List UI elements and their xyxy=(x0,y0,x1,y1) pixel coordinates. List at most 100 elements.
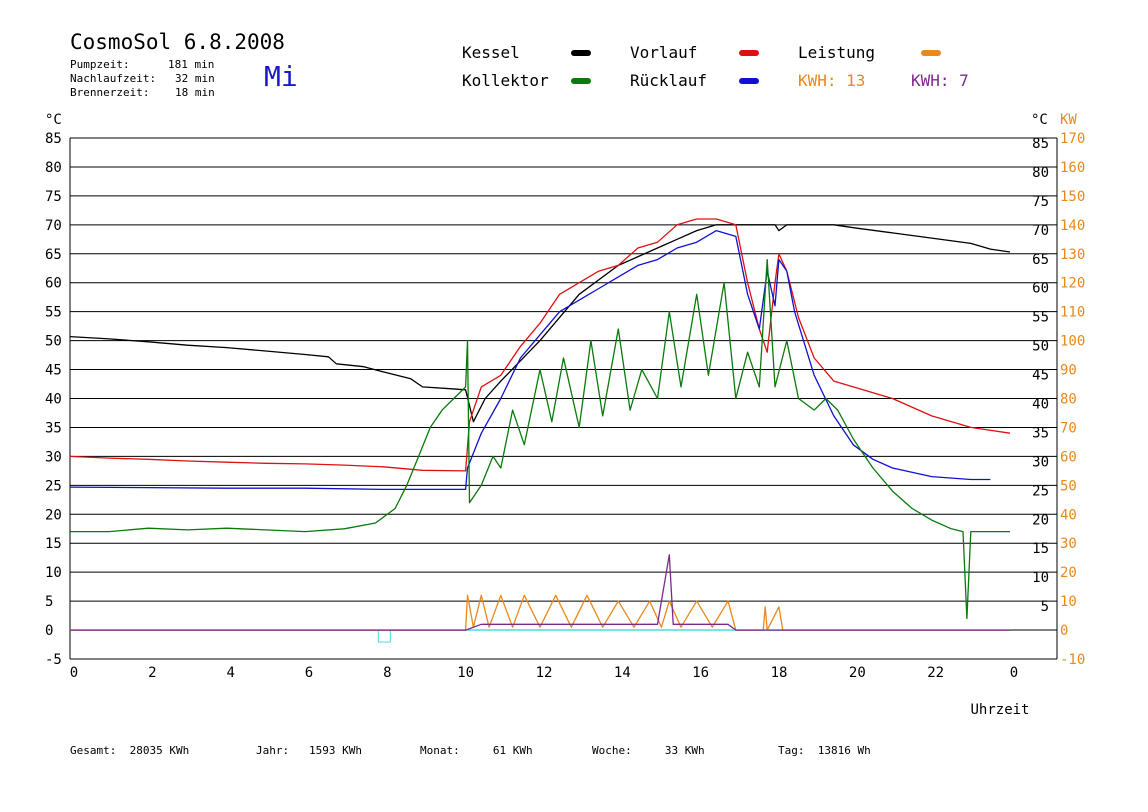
kw-tick-label: 120 xyxy=(1060,276,1085,292)
kw-tick-label: 170 xyxy=(1060,131,1085,147)
kw-unit-label: KW xyxy=(1060,112,1077,128)
kw-tick-label: 10 xyxy=(1060,594,1077,610)
x-tick-label: 0 xyxy=(70,665,78,681)
legend-kollektor-swatch xyxy=(571,78,591,84)
kw-tick-label: 50 xyxy=(1060,478,1077,494)
kw-tick-label: 0 xyxy=(1060,623,1068,639)
kw-tick-label: 140 xyxy=(1060,218,1085,234)
y-right-tick-label: 40 xyxy=(1032,397,1049,413)
kw-tick-label: -10 xyxy=(1060,652,1085,668)
right-unit-label: °C xyxy=(1031,112,1048,128)
series-line-ruecklauf xyxy=(69,229,991,491)
legend-kessel-label: Kessel xyxy=(462,43,520,62)
y-left-tick-label: -5 xyxy=(45,652,62,668)
y-right-tick-label: 85 xyxy=(1032,136,1049,152)
footer-gesamt: Gesamt: 28035 KWh xyxy=(70,744,190,757)
y-right-tick-label: 80 xyxy=(1032,165,1049,181)
kw-tick-label: 60 xyxy=(1060,449,1077,465)
stat-brennerzeit-value: 18 min xyxy=(175,86,215,99)
x-tick-label: 14 xyxy=(614,665,631,681)
series-line-leistung xyxy=(70,594,1010,631)
kw-tick-label: 100 xyxy=(1060,334,1085,350)
kw-tick-label: 110 xyxy=(1060,305,1085,321)
y-left-tick-label: 70 xyxy=(45,218,62,234)
y-left-tick-label: 60 xyxy=(45,276,62,292)
stat-pumpzeit-label: Pumpzeit: xyxy=(70,58,130,71)
y-left-tick-label: 80 xyxy=(45,160,62,176)
x-tick-label: 0 xyxy=(1010,665,1018,681)
y-left-tick-label: 10 xyxy=(45,565,62,581)
legend-ruecklauf-swatch xyxy=(739,78,759,84)
legend-leistung-swatch xyxy=(921,50,941,56)
y-right-tick-label: 20 xyxy=(1032,512,1049,528)
y-left-tick-label: 25 xyxy=(45,478,62,494)
y-right-tick-label: 60 xyxy=(1032,281,1049,297)
legend-kwh1: KWH: 13 xyxy=(798,71,866,90)
y-right-tick-label: 75 xyxy=(1032,194,1049,210)
x-tick-label: 12 xyxy=(536,665,553,681)
series-line-vorlauf xyxy=(69,218,1011,472)
y-left-tick-label: 75 xyxy=(45,189,62,205)
footer-woche: Woche: 33 KWh xyxy=(592,744,705,757)
y-left-tick-label: 40 xyxy=(45,392,62,408)
legend-ruecklauf-label: Rücklauf xyxy=(630,71,708,90)
legend-vorlauf-swatch xyxy=(739,50,759,56)
y-right-tick-label: 25 xyxy=(1032,483,1049,499)
y-left-tick-label: 65 xyxy=(45,247,62,263)
x-tick-label: 4 xyxy=(226,665,234,681)
y-left-tick-label: 20 xyxy=(45,507,62,523)
footer-jahr: Jahr: 1593 KWh xyxy=(256,744,362,757)
legend-kwh2: KWH: 7 xyxy=(911,71,969,90)
kw-tick-label: 160 xyxy=(1060,160,1085,176)
x-tick-label: 6 xyxy=(305,665,313,681)
x-tick-label: 2 xyxy=(148,665,156,681)
kw-tick-label: 30 xyxy=(1060,536,1077,552)
y-right-tick-label: 5 xyxy=(1041,599,1049,615)
legend-leistung-label: Leistung xyxy=(798,43,876,62)
y-left-tick-label: 55 xyxy=(45,305,62,321)
series-line-kessel xyxy=(69,224,1011,423)
y-left-tick-label: 5 xyxy=(45,594,53,610)
legend-kessel-swatch xyxy=(571,50,591,56)
y-right-tick-label: 15 xyxy=(1032,541,1049,557)
y-left-tick-label: 45 xyxy=(45,363,62,379)
y-right-tick-label: 70 xyxy=(1032,223,1049,239)
y-right-tick-label: 35 xyxy=(1032,425,1049,441)
kw-tick-label: 150 xyxy=(1060,189,1085,205)
y-right-tick-label: 65 xyxy=(1032,252,1049,268)
y-left-tick-label: 35 xyxy=(45,420,62,436)
kw-tick-label: 130 xyxy=(1060,247,1085,263)
series-line-kwh2 xyxy=(70,554,1010,631)
footer-tag: Tag: 13816 Wh xyxy=(778,744,871,757)
x-tick-label: 22 xyxy=(927,665,944,681)
y-left-tick-label: 0 xyxy=(45,623,53,639)
legend-kollektor-label: Kollektor xyxy=(462,71,549,90)
stat-nachlaufzeit-label: Nachlaufzeit: xyxy=(70,72,157,85)
y-right-tick-label: 55 xyxy=(1032,310,1049,326)
kw-tick-label: 90 xyxy=(1060,363,1077,379)
kw-tick-label: 80 xyxy=(1060,392,1077,408)
footer-monat: Monat: 61 KWh xyxy=(420,744,533,757)
y-left-tick-label: 50 xyxy=(45,334,62,350)
y-left-tick-label: 15 xyxy=(45,536,62,552)
marker-box xyxy=(377,629,391,643)
stat-brennerzeit-label: Brennerzeit: xyxy=(70,86,150,99)
x-axis-label: Uhrzeit xyxy=(970,702,1029,718)
x-tick-label: 10 xyxy=(457,665,474,681)
y-right-tick-label: 45 xyxy=(1032,368,1049,384)
kw-tick-label: 70 xyxy=(1060,420,1077,436)
x-tick-label: 20 xyxy=(849,665,866,681)
x-tick-label: 16 xyxy=(692,665,709,681)
left-unit-label: °C xyxy=(45,112,62,128)
kw-tick-label: 20 xyxy=(1060,565,1077,581)
legend-vorlauf-label: Vorlauf xyxy=(630,43,698,62)
weekday-label: Mi xyxy=(264,60,298,93)
stat-nachlaufzeit-value: 32 min xyxy=(175,72,215,85)
series-line-kollektor xyxy=(70,258,1010,620)
y-right-tick-label: 30 xyxy=(1032,454,1049,470)
kw-tick-label: 40 xyxy=(1060,507,1077,523)
y-left-tick-label: 85 xyxy=(45,131,62,147)
chart-title: CosmoSol 6.8.2008 xyxy=(70,30,285,54)
x-tick-label: 18 xyxy=(771,665,788,681)
